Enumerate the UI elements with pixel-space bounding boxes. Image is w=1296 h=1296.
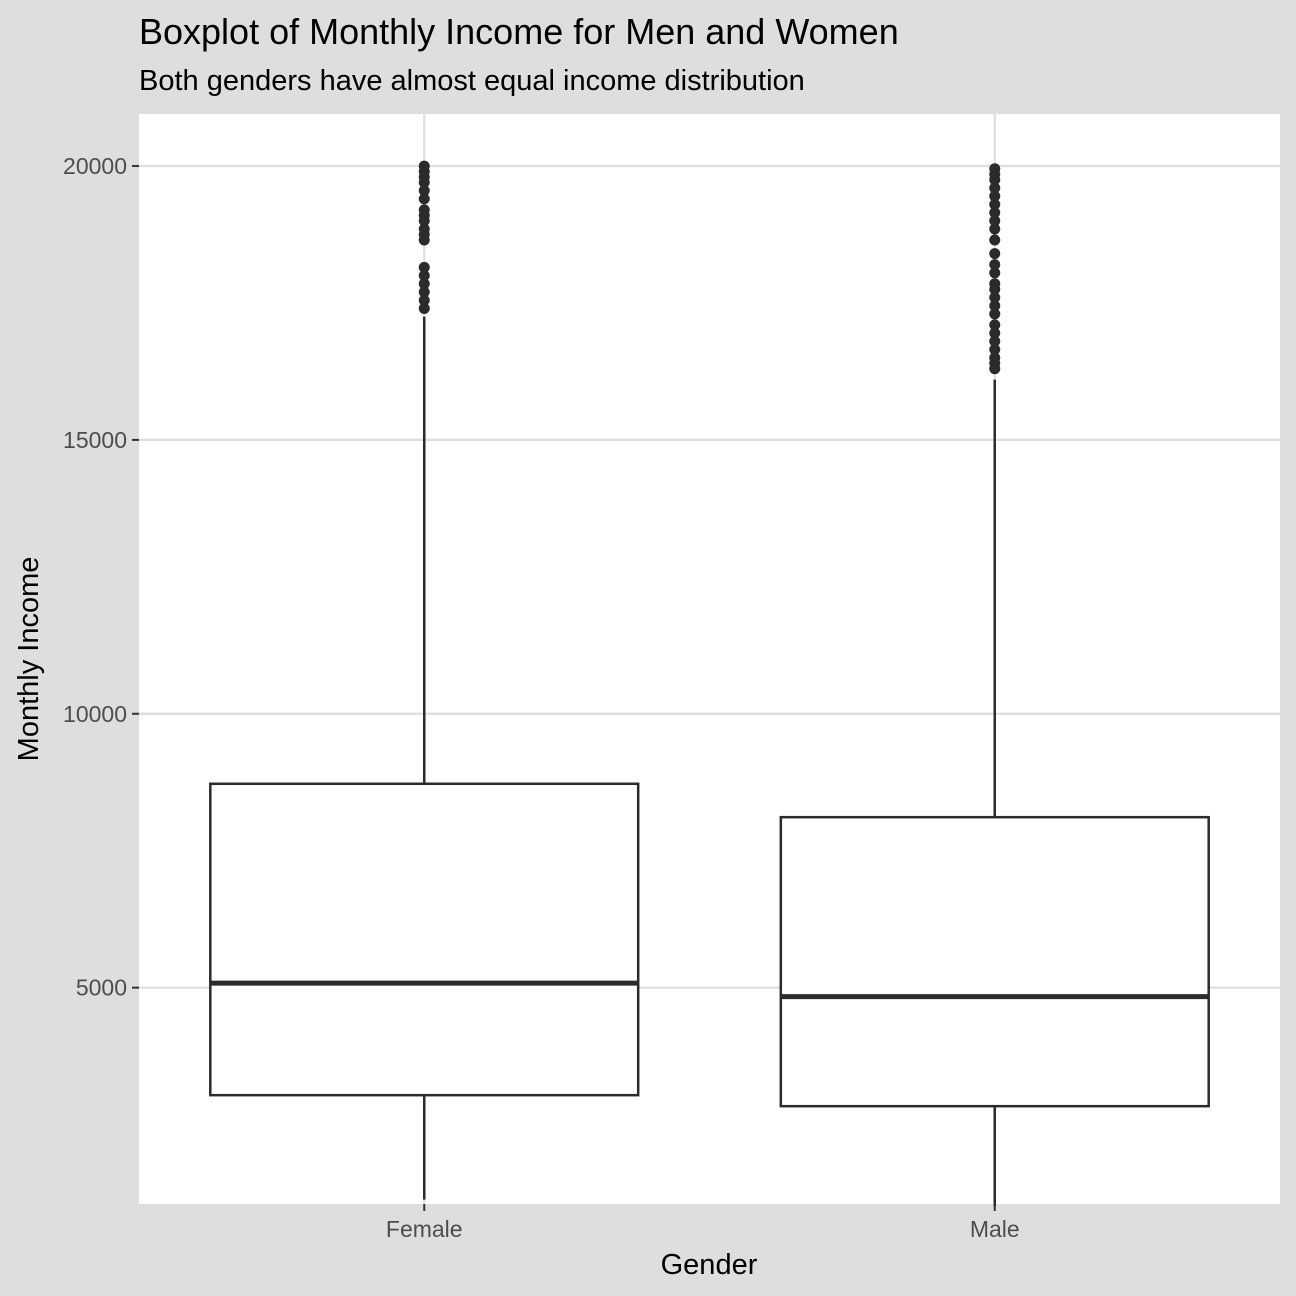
outlier-point	[418, 302, 430, 314]
outlier-point	[989, 207, 1001, 219]
outlier-point	[989, 182, 1001, 194]
chart-title: Boxplot of Monthly Income for Men and Wo…	[139, 11, 899, 52]
chart-subtitle: Both genders have almost equal income di…	[139, 65, 805, 97]
x-tick-label: Male	[970, 1216, 1020, 1242]
outlier-point	[989, 300, 1001, 312]
outlier-point	[989, 248, 1001, 260]
outlier-point	[418, 261, 430, 273]
outlier-point	[989, 190, 1001, 202]
outlier-point	[989, 215, 1001, 227]
iqr-box	[779, 815, 1210, 1108]
outlier-point	[418, 294, 430, 306]
outlier-point	[989, 352, 1001, 364]
outlier-point	[989, 278, 1001, 290]
outlier-point	[418, 270, 430, 282]
iqr-box	[209, 782, 640, 1097]
outlier-point	[989, 223, 1001, 235]
box-female	[209, 160, 640, 1200]
outlier-point	[418, 286, 430, 298]
outlier-point	[418, 160, 430, 172]
x-tick-label: Female	[386, 1216, 463, 1242]
y-tick-label: 15000	[63, 427, 127, 453]
outlier-point	[989, 344, 1001, 356]
box-series	[209, 160, 1210, 1207]
y-axis-title: Monthly Income	[13, 557, 45, 762]
outlier-point	[418, 278, 430, 290]
outlier-point	[989, 319, 1001, 331]
outlier-point	[418, 185, 430, 197]
y-tick-label: 5000	[76, 975, 127, 1001]
outlier-point	[989, 308, 1001, 320]
outlier-point	[989, 335, 1001, 347]
outlier-point	[989, 267, 1001, 279]
outlier-point	[418, 193, 430, 205]
outlier-point	[418, 223, 430, 235]
outlier-point	[989, 163, 1001, 175]
box-male	[779, 163, 1210, 1207]
outlier-point	[989, 291, 1001, 303]
y-tick-label: 10000	[63, 701, 127, 727]
outlier-point	[989, 259, 1001, 271]
outlier-point	[989, 198, 1001, 210]
y-tick-label: 20000	[63, 153, 127, 179]
outlier-point	[989, 327, 1001, 339]
y-axis: 5000 10000 15000 20000	[63, 153, 139, 1001]
outlier-point	[989, 234, 1001, 246]
outlier-point	[418, 204, 430, 216]
x-axis: Female Male	[386, 1204, 1020, 1242]
x-axis-title: Gender	[661, 1249, 758, 1281]
